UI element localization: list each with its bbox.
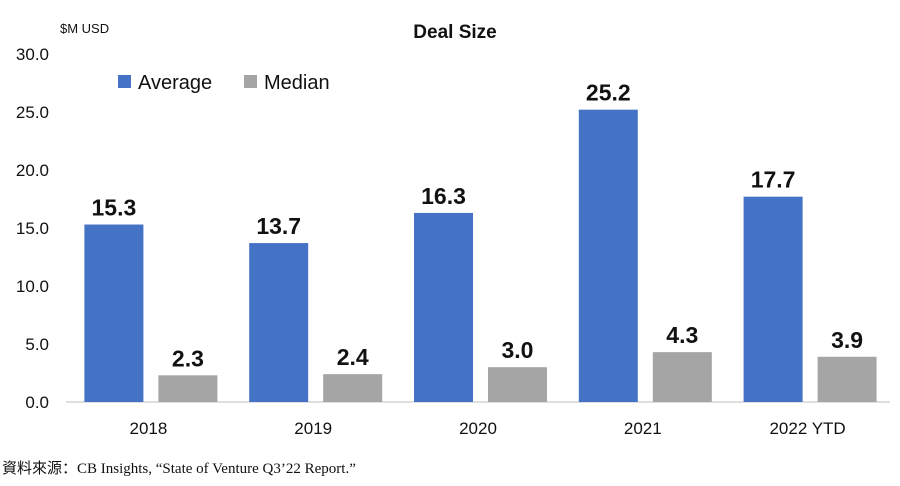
data-label: 3.0 [502,337,534,363]
bar-average-2018 [84,224,144,402]
legend-label: Average [138,72,212,94]
data-labels: 15.3 2.3 13.7 2.4 16.3 3.0 25.2 4.3 17.7 3.9 [92,80,864,372]
legend: Average Median [118,72,330,94]
y-tick-label: 10.0 [16,277,49,296]
data-label: 25.2 [586,80,631,106]
y-tick-label: 20.0 [16,161,49,180]
y-tick-label: 30.0 [16,45,49,64]
data-label: 3.9 [831,327,863,353]
deal-size-chart: $M USD Deal Size 0.0 5.0 10.0 15.0 20.0 25.0 3… [16,21,890,438]
y-tick-label: 0.0 [25,393,49,412]
x-axis: 2018 2019 2020 2021 2022 YTD [66,401,890,438]
unit-label: $M USD [60,21,109,36]
bar-average-2020 [414,212,473,402]
data-label: 17.7 [751,167,796,193]
x-tick-label: 2020 [459,419,497,438]
bar-median-2019 [323,374,383,402]
bar-median-2021 [652,352,712,402]
y-tick-label: 15.0 [16,219,49,238]
bar-median-2020 [488,367,547,402]
bar-average-2022-ytd [743,196,803,402]
source-note: 資料來源：CB Insights, “State of Venture Q3’2… [2,461,356,477]
legend-swatch-median [244,75,257,88]
y-tick-label: 5.0 [25,335,49,354]
x-tick-label: 2019 [294,419,332,438]
y-axis: 0.0 5.0 10.0 15.0 20.0 25.0 30.0 [16,45,49,412]
data-label: 2.4 [337,344,369,370]
data-label: 4.3 [666,322,698,348]
data-label: 13.7 [256,213,301,239]
chart-title: Deal Size [413,22,496,43]
bars [84,109,877,403]
bar-average-2021 [578,109,638,403]
bar-average-2019 [249,243,309,402]
legend-swatch-average [118,75,131,88]
x-tick-label: 2018 [129,419,167,438]
bar-median-2022-ytd [817,356,877,402]
legend-label: Median [264,72,330,94]
data-label: 16.3 [421,183,466,209]
x-tick-label: 2021 [624,419,662,438]
y-tick-label: 25.0 [16,103,49,122]
data-label: 2.3 [172,345,204,371]
data-label: 15.3 [92,195,137,221]
x-tick-label: 2022 YTD [769,419,845,438]
bar-median-2018 [158,375,218,402]
